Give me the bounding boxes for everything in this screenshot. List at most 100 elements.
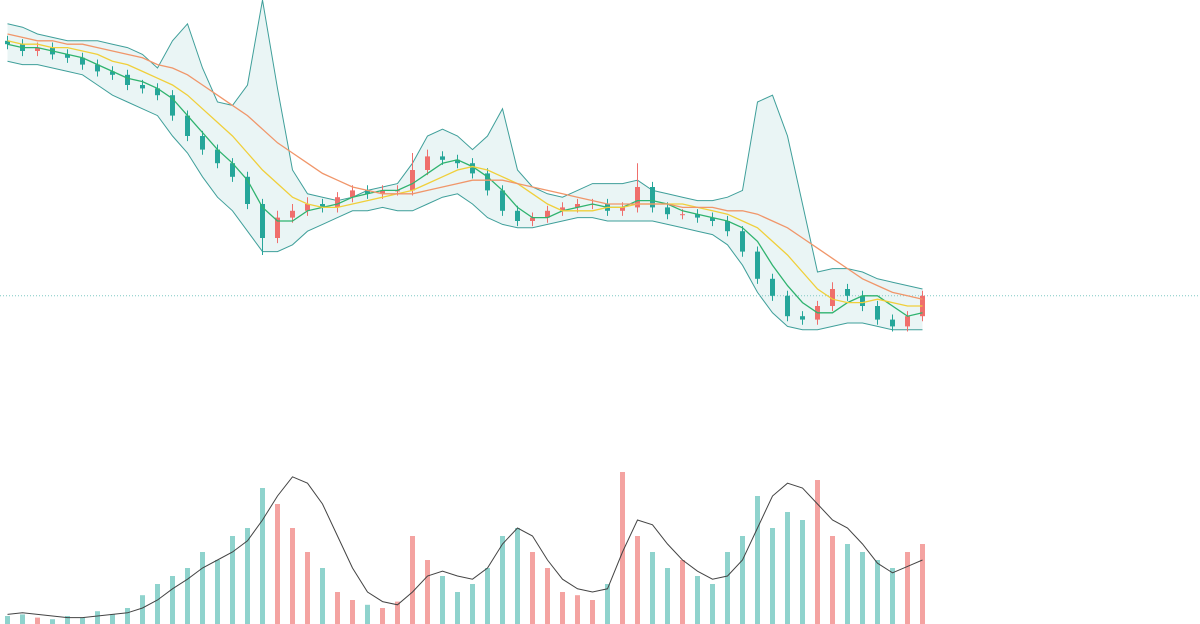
volume-bar <box>275 504 280 624</box>
volume-bar <box>905 552 910 624</box>
volume-bar <box>170 576 175 624</box>
volume-bar <box>560 592 565 624</box>
volume-bar <box>440 576 445 624</box>
upper-band <box>7 0 923 290</box>
volume-bar <box>215 560 220 624</box>
volume-bar <box>830 536 835 624</box>
candle-body <box>665 207 670 215</box>
candle-body <box>185 115 190 136</box>
candle-body <box>500 190 505 211</box>
moving-average <box>7 40 923 307</box>
candle-body <box>200 136 205 150</box>
candle-body <box>695 214 700 218</box>
volume-bar <box>695 576 700 624</box>
volume-average <box>7 476 923 619</box>
candle-body <box>680 214 685 216</box>
volume-bar <box>110 614 115 624</box>
volume-bar <box>200 552 205 624</box>
band-fill <box>7 0 923 330</box>
candle-body <box>170 95 175 116</box>
volume-bar <box>770 528 775 624</box>
volume-bar <box>710 584 715 624</box>
candle-body <box>425 156 430 170</box>
candle-body <box>125 74 130 85</box>
volume-bar <box>65 616 70 624</box>
volume-bar <box>545 568 550 624</box>
volume-bar <box>95 611 100 624</box>
candle-body <box>110 71 115 75</box>
volume-bar <box>230 536 235 624</box>
candle-body <box>860 295 865 306</box>
volume-bar <box>530 552 535 624</box>
candle-body <box>560 207 565 211</box>
candle-body <box>5 40 10 45</box>
candle-body <box>485 173 490 191</box>
volume-bar <box>635 536 640 624</box>
volume-bar <box>800 520 805 624</box>
volume-bar <box>365 604 370 624</box>
volume-bar <box>605 584 610 624</box>
candle-body <box>320 204 325 208</box>
candle-body <box>575 204 580 208</box>
candle-body <box>890 319 895 327</box>
candle-body <box>230 163 235 177</box>
volume-bar <box>350 600 355 624</box>
volume-bar <box>245 528 250 624</box>
candle-body <box>350 190 355 198</box>
volume-bar <box>320 568 325 624</box>
candle-body <box>245 176 250 204</box>
volume-bar <box>920 544 925 624</box>
lower-band <box>7 60 923 331</box>
candle-body <box>365 190 370 194</box>
volume-bar <box>740 536 745 624</box>
volume-bar <box>815 480 820 624</box>
volume-bar <box>725 552 730 624</box>
volume-bar <box>500 536 505 624</box>
candle-body <box>800 316 805 320</box>
candle-body <box>455 159 460 164</box>
candle-body <box>875 306 880 320</box>
volume-bar <box>620 472 625 624</box>
moving-average <box>7 43 923 317</box>
volume-bar <box>575 595 580 624</box>
volume-bar <box>875 560 880 624</box>
candle-body <box>830 289 835 306</box>
volume-bar <box>890 568 895 624</box>
volume-bar <box>755 496 760 624</box>
volume-bar <box>590 600 595 624</box>
volume-bar <box>125 608 130 624</box>
candle-body <box>620 207 625 211</box>
candle-body <box>770 278 775 296</box>
volume-bar <box>680 560 685 624</box>
volume-bar <box>515 528 520 624</box>
candle-body <box>710 217 715 221</box>
volume-bar <box>290 528 295 624</box>
volume-bar <box>470 584 475 624</box>
candle-body <box>635 187 640 208</box>
volume-bar <box>485 568 490 624</box>
candle-body <box>725 221 730 232</box>
candle-body <box>305 204 310 211</box>
candle-body <box>290 210 295 218</box>
volume-bar <box>50 619 55 624</box>
volume-bar <box>335 592 340 624</box>
candle-body <box>785 295 790 317</box>
volume-bar <box>785 512 790 624</box>
candle-body <box>410 170 415 191</box>
candle-body <box>470 163 475 174</box>
volume-bar <box>20 614 25 624</box>
candle-body <box>440 156 445 160</box>
volume-bar <box>155 584 160 624</box>
volume-bar <box>845 544 850 624</box>
candle-body <box>275 217 280 238</box>
volume-bar <box>860 552 865 624</box>
candle-body <box>155 88 160 96</box>
candle-body <box>755 251 760 279</box>
volume-bar <box>35 617 40 624</box>
candle-body <box>380 190 385 194</box>
volume-bar <box>305 552 310 624</box>
candle-body <box>260 204 265 238</box>
candle-body <box>905 316 910 327</box>
